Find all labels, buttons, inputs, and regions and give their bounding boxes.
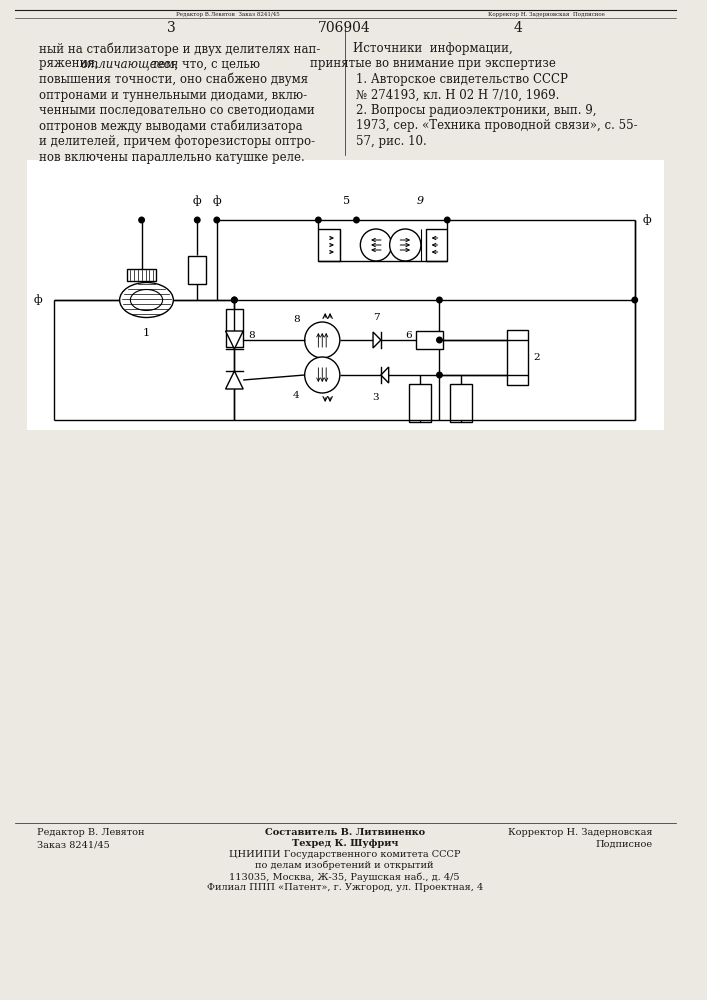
Text: Составитель В. Литвиненко: Составитель В. Литвиненко: [264, 828, 425, 837]
Text: Редактор В.Левятон  Заказ 8241/45: Редактор В.Левятон Заказ 8241/45: [176, 11, 279, 17]
Text: нов включены параллельно катушке реле.: нов включены параллельно катушке реле.: [39, 150, 305, 163]
Text: Подписное: Подписное: [595, 840, 653, 849]
Circle shape: [139, 217, 144, 223]
Bar: [318, 229, 340, 261]
Text: 4: 4: [513, 21, 522, 35]
Text: 706904: 706904: [318, 21, 371, 35]
Circle shape: [437, 337, 442, 343]
Text: ченными последовательно со светодиодами: ченными последовательно со светодиодами: [39, 104, 315, 117]
Text: Техред К. Шуфрич: Техред К. Шуфрич: [291, 839, 398, 848]
Text: оптронов между выводами стабилизатора: оптронов между выводами стабилизатора: [39, 119, 303, 133]
Text: оптронами и туннельными диодами, вклю-: оптронами и туннельными диодами, вклю-: [39, 89, 307, 102]
Polygon shape: [381, 367, 389, 383]
Text: 113035, Москва, Ж-35, Раушская наб., д. 4/5: 113035, Москва, Ж-35, Раушская наб., д. …: [230, 872, 460, 882]
Text: 2. Вопросы радиоэлектроники, вып. 9,: 2. Вопросы радиоэлектроники, вып. 9,: [356, 104, 597, 117]
Text: по делам изобретений и открытий: по делам изобретений и открытий: [255, 861, 434, 870]
Text: 4: 4: [293, 390, 300, 399]
Bar: [189, 256, 206, 284]
Text: 8: 8: [248, 330, 255, 340]
Bar: [409, 383, 431, 422]
Bar: [450, 383, 472, 422]
Text: ф: ф: [213, 195, 221, 206]
Text: Заказ 8241/45: Заказ 8241/45: [37, 840, 110, 849]
Bar: [507, 330, 528, 385]
Circle shape: [632, 297, 638, 303]
Text: ф: ф: [33, 295, 42, 305]
Circle shape: [232, 297, 237, 303]
Text: повышения точности, оно снабжено двумя: повышения точности, оно снабжено двумя: [39, 73, 308, 87]
Text: и делителей, причем фоторезисторы оптро-: и делителей, причем фоторезисторы оптро-: [39, 135, 315, 148]
Bar: [28, 160, 664, 430]
Circle shape: [445, 217, 450, 223]
Text: 1: 1: [143, 328, 150, 338]
Text: 8: 8: [293, 316, 300, 324]
Text: тем, что, с целью: тем, что, с целью: [148, 57, 260, 70]
Bar: [226, 308, 243, 347]
Text: ряжения,: ряжения,: [39, 57, 103, 70]
Text: ф: ф: [193, 195, 201, 206]
Text: Филиал ППП «Патент», г. Ужгород, ул. Проектная, 4: Филиал ППП «Патент», г. Ужгород, ул. Про…: [206, 883, 483, 892]
Text: Источники  информации,: Источники информации,: [353, 42, 513, 55]
Text: принятые во внимание при экспертизе: принятые во внимание при экспертизе: [310, 57, 556, 70]
Text: ф: ф: [643, 215, 651, 225]
Bar: [127, 268, 156, 280]
Text: Корректор Н. Задерновская: Корректор Н. Задерновская: [508, 828, 653, 837]
Circle shape: [437, 297, 442, 303]
Bar: [416, 331, 443, 349]
Polygon shape: [226, 331, 243, 349]
Text: 57, рис. 10.: 57, рис. 10.: [356, 135, 427, 148]
Circle shape: [354, 217, 359, 223]
Circle shape: [305, 322, 340, 358]
Text: ЦНИИПИ Государственного комитета СССР: ЦНИИПИ Государственного комитета СССР: [229, 850, 460, 859]
Circle shape: [390, 229, 421, 261]
Text: 2: 2: [533, 353, 540, 362]
Circle shape: [361, 229, 392, 261]
Text: отличающееся: отличающееся: [80, 57, 178, 70]
Bar: [426, 229, 448, 261]
Text: ный на стабилизаторе и двух делителях нап-: ный на стабилизаторе и двух делителях на…: [39, 42, 320, 55]
Text: 6: 6: [406, 330, 412, 340]
Ellipse shape: [119, 282, 173, 318]
Circle shape: [305, 357, 340, 393]
Text: 1973, сер. «Техника проводной связи», с. 55-: 1973, сер. «Техника проводной связи», с.…: [356, 119, 638, 132]
Text: Корректор Н. Задерновская  Подписное: Корректор Н. Задерновская Подписное: [489, 11, 605, 17]
Text: 3: 3: [373, 393, 379, 402]
Text: 7: 7: [373, 313, 379, 322]
Text: 1. Авторское свидетельство СССР: 1. Авторское свидетельство СССР: [356, 73, 568, 86]
Circle shape: [194, 217, 200, 223]
Polygon shape: [373, 332, 381, 348]
Circle shape: [437, 372, 442, 378]
Text: Редактор В. Левятон: Редактор В. Левятон: [37, 828, 145, 837]
Circle shape: [214, 217, 220, 223]
Text: 9: 9: [416, 196, 423, 206]
Polygon shape: [226, 371, 243, 389]
Text: № 274193, кл. Н 02 Н 7/10, 1969.: № 274193, кл. Н 02 Н 7/10, 1969.: [356, 89, 560, 102]
Text: 3: 3: [167, 21, 175, 35]
Circle shape: [315, 217, 321, 223]
Text: 5: 5: [343, 196, 350, 206]
Circle shape: [232, 297, 237, 303]
